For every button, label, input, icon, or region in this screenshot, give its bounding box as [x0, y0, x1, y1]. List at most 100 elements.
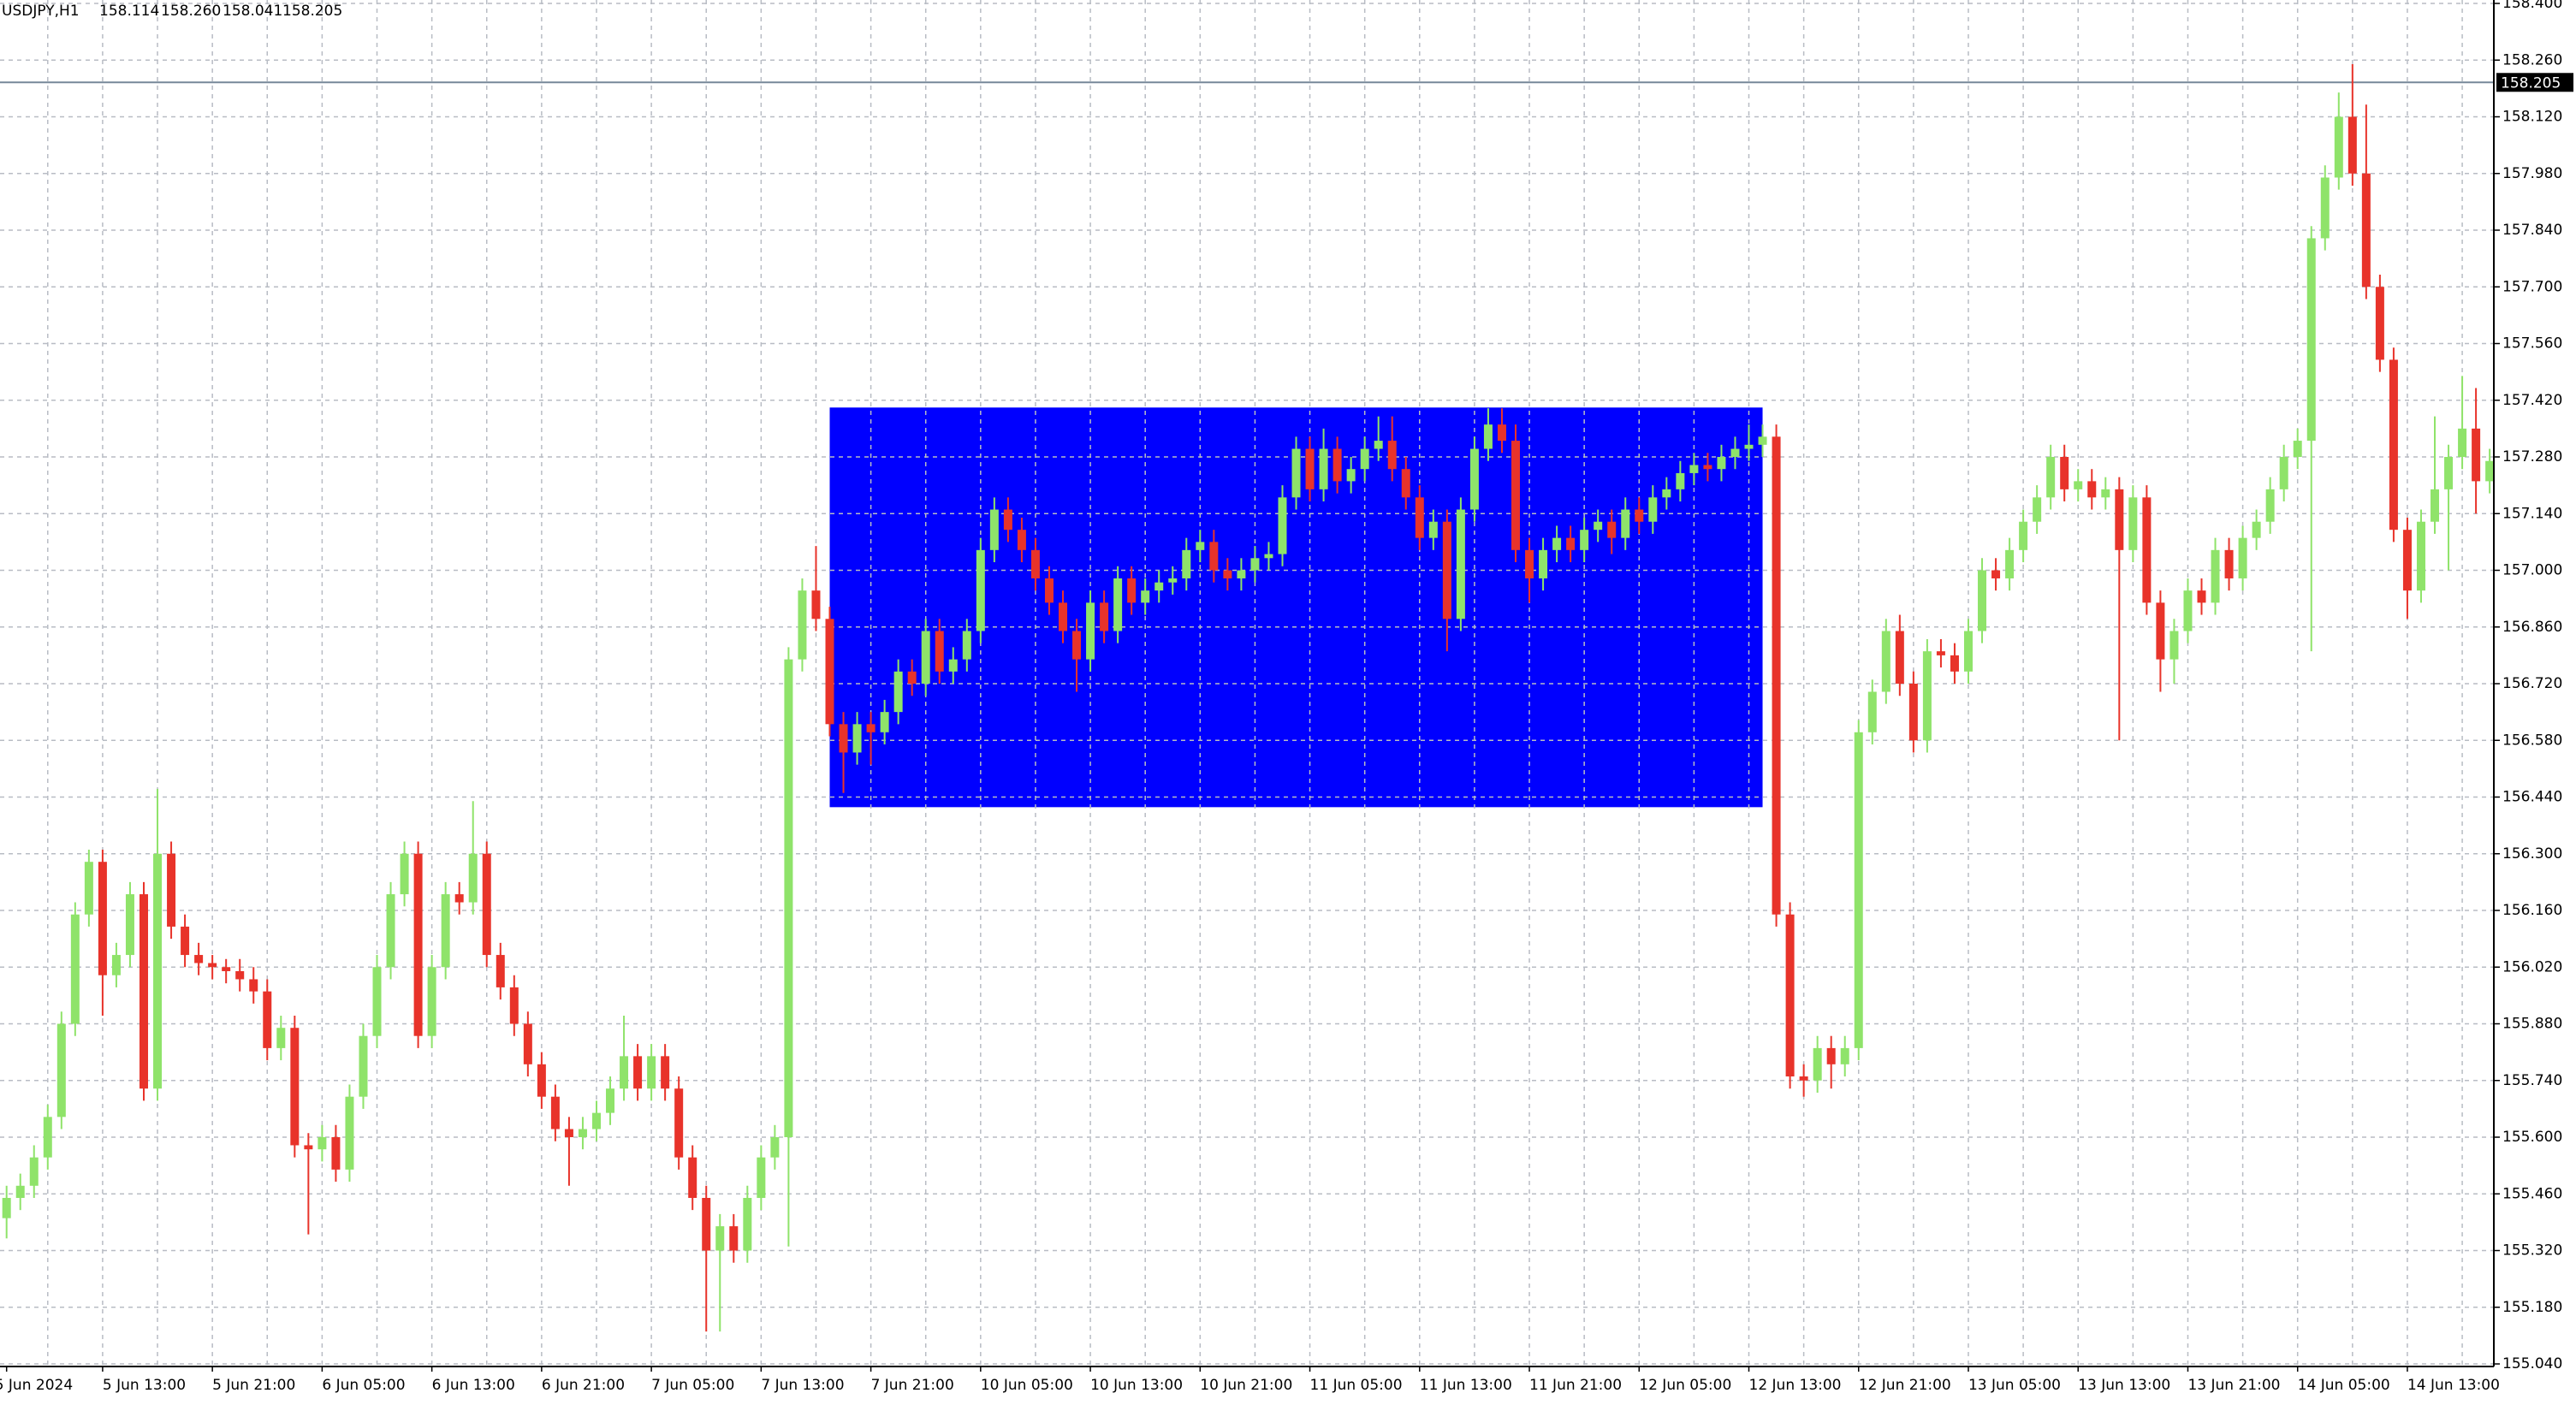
x-tick-label: 7 Jun 21:00 — [871, 1377, 954, 1394]
y-tick-label: 157.000 — [2502, 562, 2562, 579]
x-tick-label: 11 Jun 13:00 — [1420, 1377, 1512, 1394]
candle-body — [1305, 448, 1315, 489]
candle-body — [2224, 549, 2234, 578]
y-tick-label: 155.320 — [2502, 1242, 2562, 1260]
candle-body — [1483, 424, 1493, 449]
candle-body — [1223, 570, 1232, 578]
candle-body — [2252, 521, 2261, 538]
candle-body — [1881, 631, 1890, 692]
candle-body — [1387, 441, 1397, 470]
candle-body — [2279, 457, 2288, 489]
candle-body — [2389, 359, 2398, 531]
candle-body — [84, 862, 93, 915]
candle-body — [935, 631, 944, 672]
symbol: USDJPY,H1 — [2, 3, 80, 20]
x-tick-label: 12 Jun 13:00 — [1749, 1377, 1842, 1394]
header-value: 158.205 — [282, 3, 342, 20]
x-tick-label: 12 Jun 05:00 — [1639, 1377, 1731, 1394]
candle-body — [263, 991, 272, 1048]
candle-body — [2074, 481, 2083, 489]
candle-body — [468, 853, 478, 903]
candle-body — [441, 894, 450, 968]
candle-body — [413, 853, 423, 1036]
candle-body — [1867, 691, 1877, 732]
candle-body — [2361, 173, 2371, 288]
candle-body — [839, 724, 848, 753]
candle-body — [1319, 448, 1328, 489]
candle-body — [359, 1035, 368, 1097]
candle-body — [1840, 1047, 1849, 1064]
candle-body — [208, 963, 217, 968]
candle-body — [989, 509, 999, 550]
candle-body — [454, 894, 464, 903]
candle-body — [2293, 441, 2302, 457]
candle-body — [866, 724, 875, 732]
x-tick-label: 13 Jun 05:00 — [1968, 1377, 2061, 1394]
candle-body — [1552, 537, 1562, 550]
candle-body — [1662, 489, 1671, 498]
candle-body — [1415, 497, 1424, 538]
candle-body — [400, 853, 409, 895]
candle-body — [111, 955, 121, 975]
candle-body — [98, 862, 107, 975]
y-tick-label: 156.440 — [2502, 789, 2562, 806]
candle-body — [1717, 457, 1726, 470]
candle-body — [372, 967, 382, 1036]
x-tick-label: 14 Jun 05:00 — [2298, 1377, 2390, 1394]
candle-body — [537, 1064, 546, 1097]
candle-body — [620, 1056, 629, 1089]
x-tick-label: 10 Jun 21:00 — [1200, 1377, 1292, 1394]
header-value: 158.260 — [161, 3, 221, 20]
candle-body — [194, 955, 204, 963]
candle-body — [550, 1096, 560, 1129]
candle-body — [729, 1226, 739, 1251]
candle-body — [2472, 428, 2481, 482]
y-tick-label: 156.580 — [2502, 732, 2562, 749]
candle-body — [633, 1056, 643, 1089]
candle-body — [1511, 441, 1520, 550]
y-tick-label: 157.280 — [2502, 448, 2562, 465]
y-tick-label: 158.400 — [2502, 0, 2562, 12]
candle-body — [1374, 441, 1383, 449]
candle-body — [743, 1197, 752, 1251]
candle-body — [1100, 602, 1109, 631]
candle-body — [798, 590, 807, 660]
candle-body — [1635, 509, 1644, 522]
candle-body — [1278, 497, 1287, 554]
candle-body — [1730, 448, 1740, 457]
candle-body — [2128, 497, 2138, 550]
candle-body — [1237, 570, 1246, 578]
candle-body — [2019, 521, 2028, 550]
candle-body — [606, 1088, 615, 1113]
candle-body — [1428, 521, 1438, 538]
candle-body — [2046, 457, 2056, 498]
candle-body — [1333, 448, 1342, 482]
candle-body — [647, 1056, 656, 1089]
candle-body — [715, 1226, 725, 1251]
candle-body — [1936, 651, 1945, 655]
x-tick-label: 5 Jun 2024 — [0, 1377, 73, 1394]
candle-body — [1250, 558, 1260, 571]
candle-body — [235, 970, 245, 980]
y-tick-label: 156.720 — [2502, 675, 2562, 692]
y-tick-label: 156.300 — [2502, 845, 2562, 863]
x-tick-label: 6 Jun 21:00 — [542, 1377, 625, 1394]
candle-body — [1346, 469, 1356, 482]
y-tick-label: 158.120 — [2502, 109, 2562, 126]
candle-body — [811, 590, 821, 620]
candle-body — [523, 1023, 532, 1064]
candle-body — [2458, 428, 2467, 457]
candle-body — [1168, 578, 1178, 583]
candle-body — [702, 1197, 711, 1251]
candle-body — [1264, 554, 1273, 559]
candle-body — [2169, 631, 2179, 660]
price-label: 158.205 — [2501, 74, 2561, 92]
candle-body — [1059, 602, 1068, 631]
candle-body — [1689, 465, 1699, 473]
candle-body — [2431, 489, 2440, 522]
candle-body — [1594, 521, 1603, 531]
y-tick-label: 156.160 — [2502, 902, 2562, 919]
x-tick-label: 10 Jun 05:00 — [981, 1377, 1073, 1394]
